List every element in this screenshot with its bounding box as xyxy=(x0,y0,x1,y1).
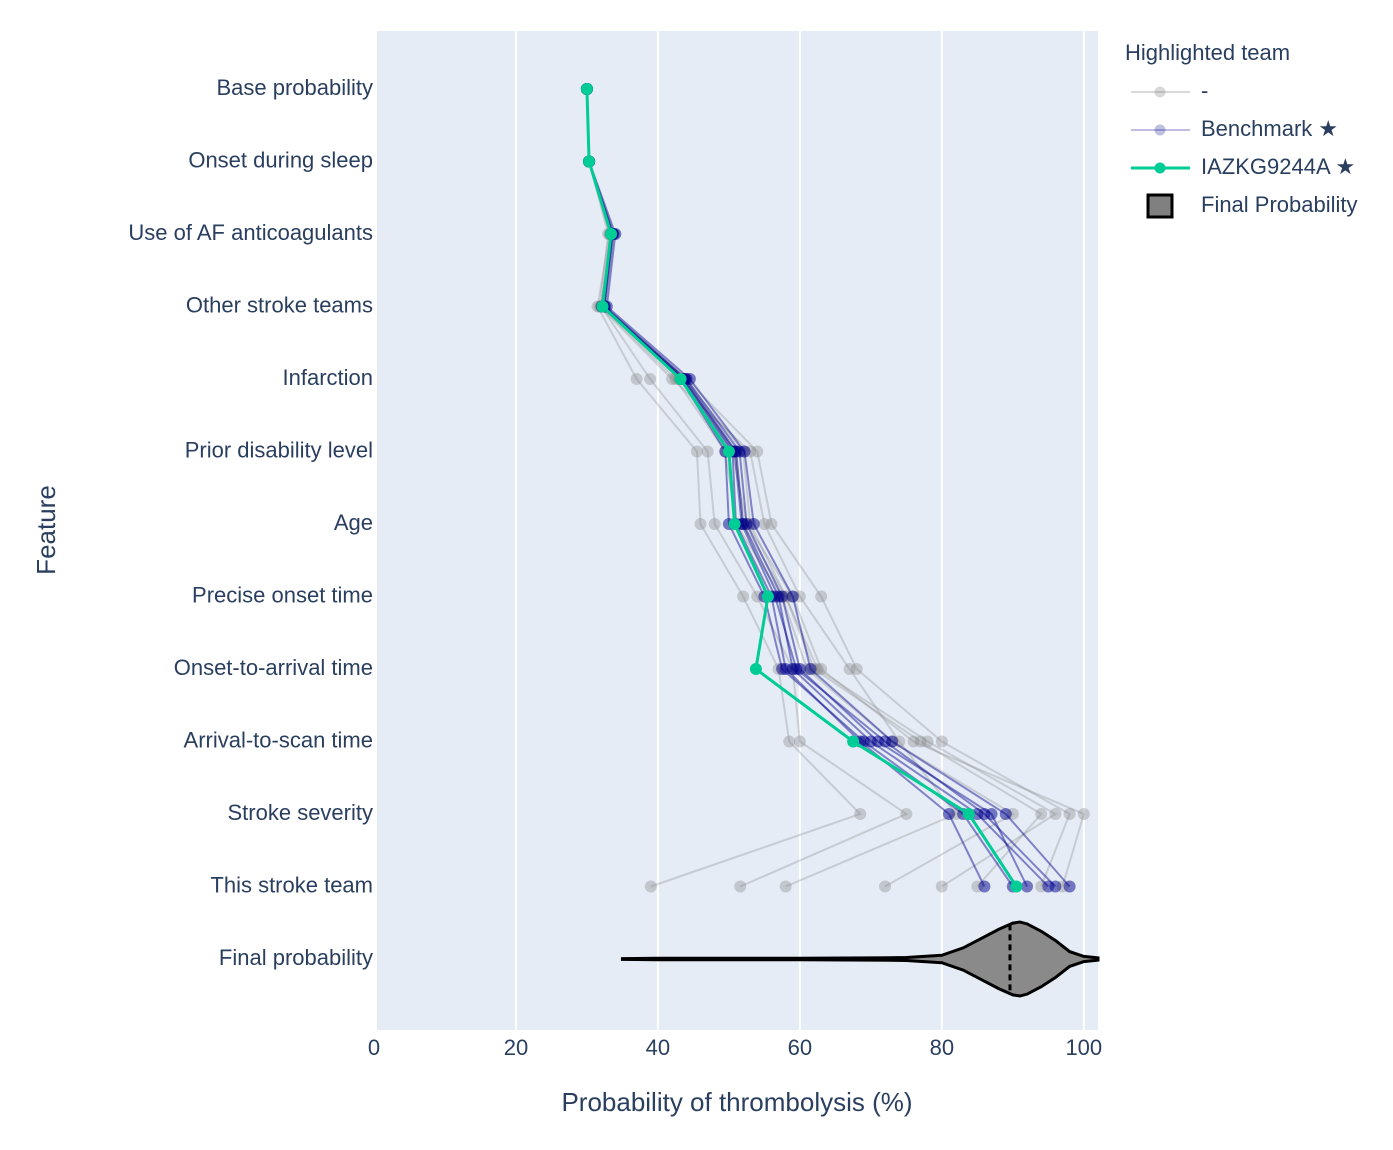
team-point xyxy=(962,808,975,820)
team-point xyxy=(815,663,828,675)
team-line xyxy=(585,88,1071,887)
legend-label: Benchmark ★ xyxy=(1201,116,1338,141)
team-point xyxy=(843,663,856,675)
violin xyxy=(620,920,1100,998)
team-point xyxy=(978,808,991,820)
team-point xyxy=(786,590,799,603)
team-point xyxy=(737,590,750,603)
team-point xyxy=(793,735,806,748)
team-point xyxy=(605,228,618,240)
y-axis-title: Feature xyxy=(31,485,61,575)
team-point xyxy=(749,663,762,675)
legend-label: IAZKG9244A ★ xyxy=(1201,154,1355,179)
legend-label: Final Probability xyxy=(1201,192,1358,217)
team-line xyxy=(585,88,958,888)
team-point xyxy=(907,735,920,748)
x-tick-label: 0 xyxy=(368,1035,380,1060)
team-point xyxy=(935,880,948,893)
team-point xyxy=(879,735,892,748)
team-point xyxy=(1063,880,1076,893)
y-tick-label: This stroke team xyxy=(210,872,373,897)
legend-dot xyxy=(1154,162,1166,174)
x-tick-label: 40 xyxy=(646,1035,670,1060)
team-point xyxy=(857,735,870,748)
team-point xyxy=(779,880,792,893)
team-point xyxy=(1077,808,1090,820)
team-point xyxy=(850,663,863,675)
team-point xyxy=(1049,880,1062,893)
legend-dot xyxy=(1154,124,1166,136)
team-point xyxy=(879,880,892,893)
team-point xyxy=(914,735,927,748)
team-point xyxy=(690,445,703,458)
team-point xyxy=(847,735,860,748)
legend-box xyxy=(1146,193,1174,219)
team-point xyxy=(580,83,593,95)
team-point xyxy=(900,808,913,820)
team-point xyxy=(728,518,741,530)
team-point xyxy=(701,445,714,458)
team-point xyxy=(783,735,796,748)
team-point xyxy=(747,518,760,530)
x-tick-label: 100 xyxy=(1065,1035,1102,1060)
team-point xyxy=(708,518,721,530)
x-tick-label: 20 xyxy=(504,1035,528,1060)
team-point xyxy=(978,880,991,893)
team-line xyxy=(585,88,1018,888)
team-line xyxy=(585,88,1071,888)
x-axis-title: Probability of thrombolysis (%) xyxy=(561,1087,912,1117)
team-point xyxy=(854,808,867,820)
y-tick-label: Other stroke teams xyxy=(186,292,373,317)
team-line xyxy=(585,88,1028,887)
team-point xyxy=(666,373,679,385)
team-point xyxy=(758,518,771,530)
x-tick-label: 80 xyxy=(930,1035,954,1060)
team-point xyxy=(738,445,751,458)
team-point xyxy=(1063,808,1076,820)
team-point xyxy=(694,518,707,530)
legend-label: - xyxy=(1201,78,1208,103)
team-point xyxy=(942,808,955,820)
team-point xyxy=(999,808,1012,820)
team-point xyxy=(644,373,657,385)
team-point xyxy=(751,445,764,458)
team-point xyxy=(790,663,803,675)
team-point xyxy=(921,735,934,748)
y-tick-label: Age xyxy=(334,510,373,535)
team-point xyxy=(1021,880,1034,893)
team-point xyxy=(1010,880,1023,893)
team-point xyxy=(630,373,643,385)
team-point xyxy=(674,373,687,385)
team-point xyxy=(761,590,774,603)
team-point xyxy=(776,663,789,675)
legend-dot xyxy=(1154,86,1166,98)
team-point xyxy=(722,445,735,458)
y-tick-label: Use of AF anticoagulants xyxy=(128,220,373,245)
y-tick-label: Infarction xyxy=(283,365,374,390)
y-tick-label: Onset during sleep xyxy=(188,147,373,172)
team-point xyxy=(596,300,609,313)
team-point xyxy=(935,735,948,748)
y-tick-label: Arrival-to-scan time xyxy=(184,727,373,752)
y-tick-label: Final probability xyxy=(219,945,373,970)
team-point xyxy=(734,880,747,893)
team-point xyxy=(765,518,778,530)
y-tick-label: Base probability xyxy=(216,75,373,100)
y-tick-label: Onset-to-arrival time xyxy=(174,655,373,680)
team-point xyxy=(644,880,657,893)
legend-title: Highlighted team xyxy=(1125,40,1290,65)
team-point xyxy=(583,155,596,168)
y-tick-label: Prior disability level xyxy=(185,437,373,462)
team-point xyxy=(804,663,817,675)
x-tick-label: 60 xyxy=(788,1035,812,1060)
team-point xyxy=(1035,808,1048,820)
team-point xyxy=(1049,808,1062,820)
y-tick-label: Precise onset time xyxy=(192,582,373,607)
team-point xyxy=(815,590,828,603)
y-tick-label: Stroke severity xyxy=(228,800,374,825)
